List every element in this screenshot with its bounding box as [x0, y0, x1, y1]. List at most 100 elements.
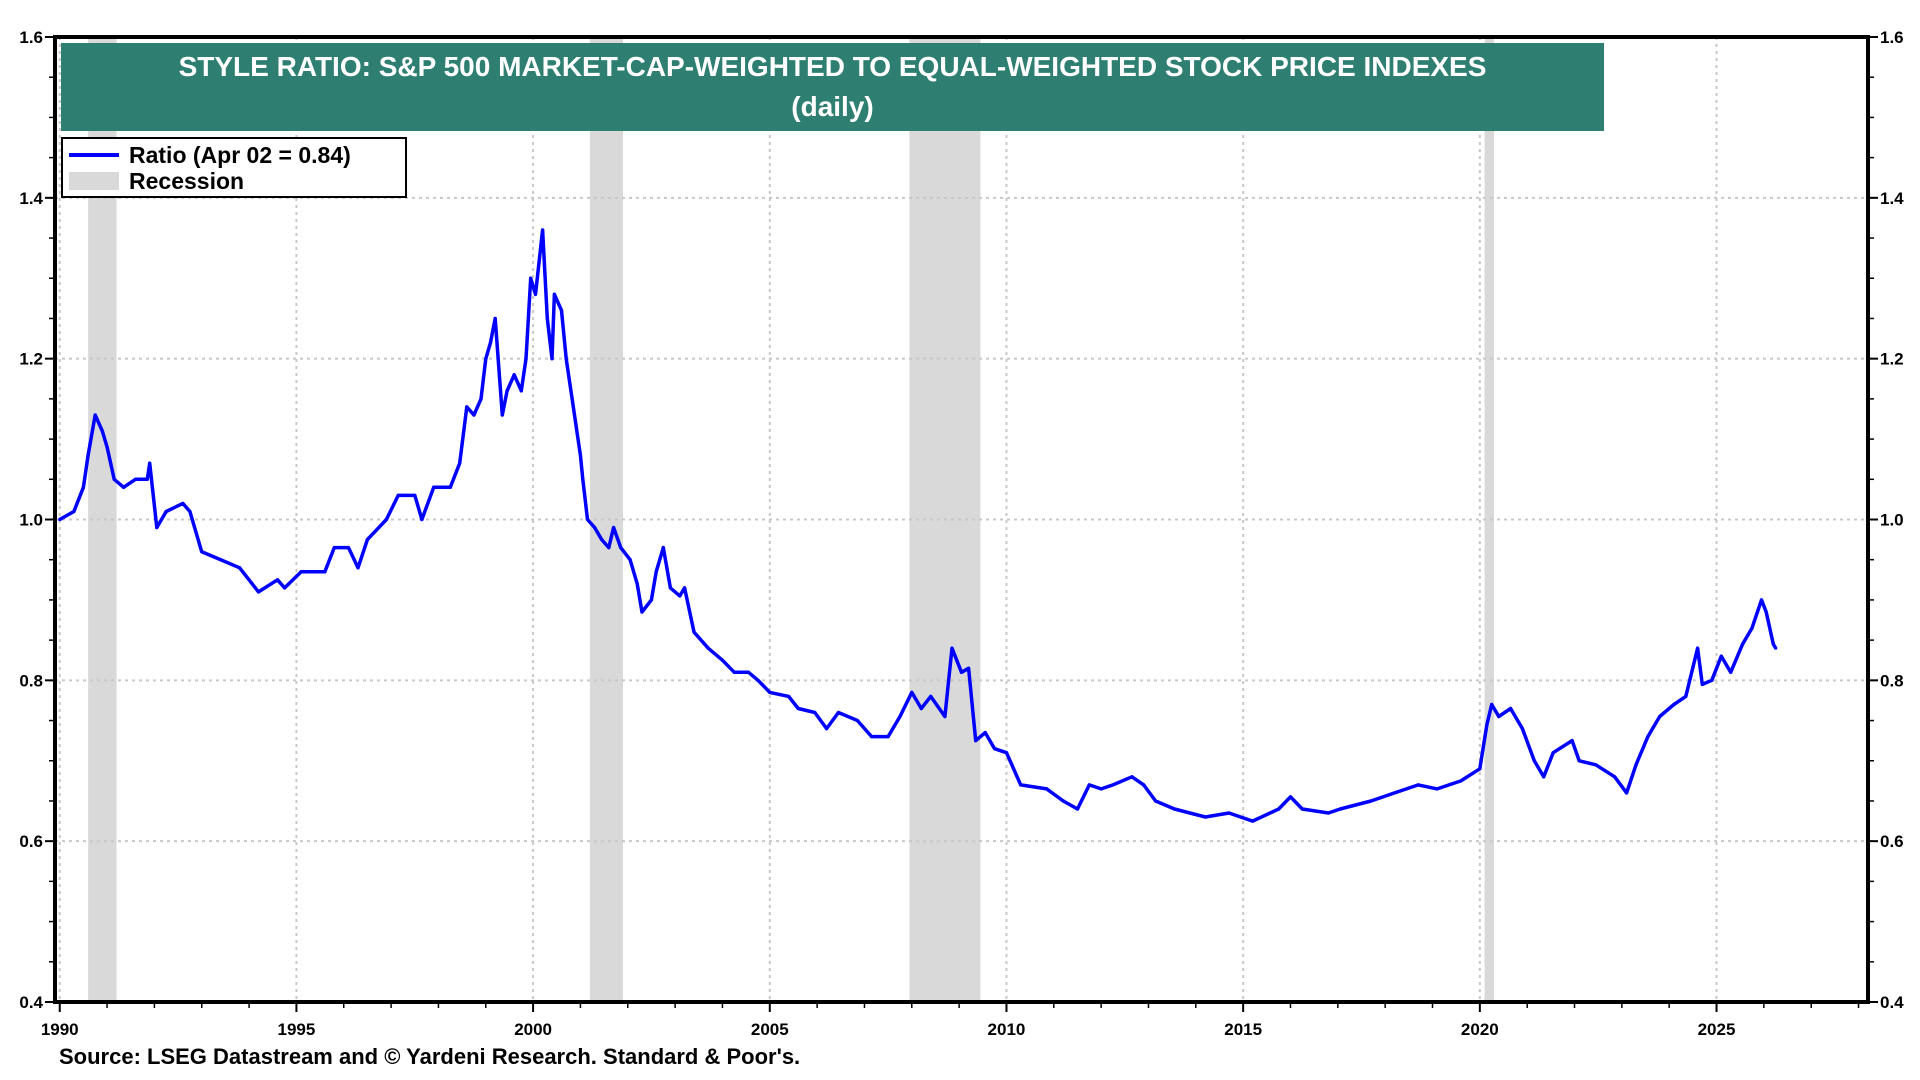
data-point — [488, 340, 493, 345]
data-point — [813, 710, 817, 715]
data-point — [282, 586, 287, 590]
data-point — [512, 373, 516, 377]
legend-recession-swatch — [69, 172, 119, 190]
legend-item-ratio: Ratio (Apr 02 = 0.84) — [69, 142, 351, 168]
data-point — [448, 485, 452, 489]
data-point — [1570, 739, 1574, 743]
data-point — [148, 461, 152, 465]
data-point — [787, 694, 791, 699]
data-point — [1004, 751, 1009, 755]
data-point — [1490, 702, 1494, 707]
x-tick-label: 2020 — [1461, 1020, 1499, 1039]
data-point — [465, 405, 469, 409]
data-point — [155, 525, 159, 530]
data-point — [493, 316, 497, 321]
x-tick-label: 2010 — [988, 1020, 1026, 1039]
data-point — [559, 308, 564, 313]
data-point — [983, 731, 987, 735]
data-point — [720, 658, 725, 662]
data-point — [1700, 682, 1704, 686]
data-point — [164, 509, 168, 514]
data-point — [910, 690, 914, 694]
data-point — [365, 538, 370, 542]
data-point — [959, 670, 964, 674]
data-point — [1099, 787, 1103, 791]
data-point — [552, 292, 557, 296]
y-right-tick-label: 1.6 — [1880, 28, 1904, 47]
data-point — [1497, 714, 1501, 719]
data-point — [768, 690, 772, 694]
data-point — [524, 357, 528, 361]
data-point — [678, 594, 682, 598]
data-point — [1710, 678, 1714, 682]
y-right-tick-label: 0.8 — [1880, 671, 1904, 690]
data-point — [1478, 767, 1482, 771]
data-point — [1532, 759, 1536, 763]
y-left-tick-label: 1.0 — [19, 511, 43, 530]
data-point — [967, 666, 971, 670]
data-point — [836, 710, 841, 715]
data-point — [1764, 610, 1768, 614]
data-point — [1142, 783, 1146, 787]
y-right-tick-label: 1.0 — [1880, 511, 1904, 530]
data-point — [1203, 815, 1207, 819]
data-point — [529, 276, 533, 280]
data-point — [732, 670, 736, 674]
legend-label-recession: Recession — [129, 167, 245, 194]
data-point — [420, 517, 424, 522]
data-point — [500, 413, 504, 417]
y-left-tick-label: 0.6 — [19, 832, 43, 851]
data-point — [275, 578, 280, 582]
data-point — [1520, 726, 1525, 731]
chart-title-banner: STYLE RATIO: S&P 500 MARKET-CAP-WEIGHTED… — [61, 43, 1604, 131]
data-point — [432, 485, 436, 489]
y-left-tick-label: 0.8 — [19, 671, 43, 690]
data-point — [472, 413, 476, 417]
chart-subtitle: (daily) — [791, 91, 874, 122]
data-point — [1061, 799, 1065, 803]
data-point — [458, 461, 462, 465]
data-point — [58, 517, 62, 522]
data-point — [824, 726, 829, 731]
data-point — [1172, 807, 1177, 811]
data-point — [661, 546, 665, 550]
data-point — [607, 546, 611, 550]
legend-label-ratio: Ratio (Apr 02 = 0.84) — [129, 141, 351, 168]
axes: 1990 1995 2000 2005 2010 2015 2020 2025 0.4 0.4 0.… — [19, 28, 1904, 1039]
data-point — [519, 389, 523, 393]
data-point — [1594, 763, 1598, 767]
data-point — [692, 630, 696, 634]
data-point — [649, 598, 654, 602]
data-point — [1087, 783, 1091, 787]
data-point — [81, 485, 86, 489]
data-point — [238, 566, 242, 570]
y-left-tick-label: 1.2 — [19, 350, 43, 369]
data-point — [1634, 763, 1638, 767]
data-point — [1369, 799, 1373, 803]
data-point — [323, 570, 327, 574]
data-point — [1130, 775, 1134, 779]
data-point — [1393, 791, 1397, 795]
data-point — [1542, 775, 1546, 779]
data-point — [122, 485, 126, 489]
legend-line-swatch — [69, 153, 119, 157]
data-point — [1759, 598, 1764, 602]
y-left-tick-label: 0.4 — [19, 993, 43, 1012]
data-point — [585, 517, 590, 522]
x-tick-label: 2025 — [1698, 1020, 1736, 1039]
data-point — [1624, 791, 1629, 795]
data-point — [384, 517, 388, 522]
data-point — [611, 525, 616, 530]
data-point — [1338, 807, 1342, 811]
data-point — [219, 558, 223, 562]
data-point — [356, 566, 360, 570]
data-point — [545, 316, 549, 321]
data-point — [1646, 735, 1650, 739]
y-left-tick-label: 1.4 — [19, 189, 43, 208]
data-point — [746, 670, 751, 674]
x-tick-label: 2005 — [751, 1020, 789, 1039]
data-point — [869, 735, 874, 739]
x-tick-label: 2015 — [1224, 1020, 1262, 1039]
data-point — [188, 509, 192, 514]
x-tick-label: 2000 — [514, 1020, 552, 1039]
